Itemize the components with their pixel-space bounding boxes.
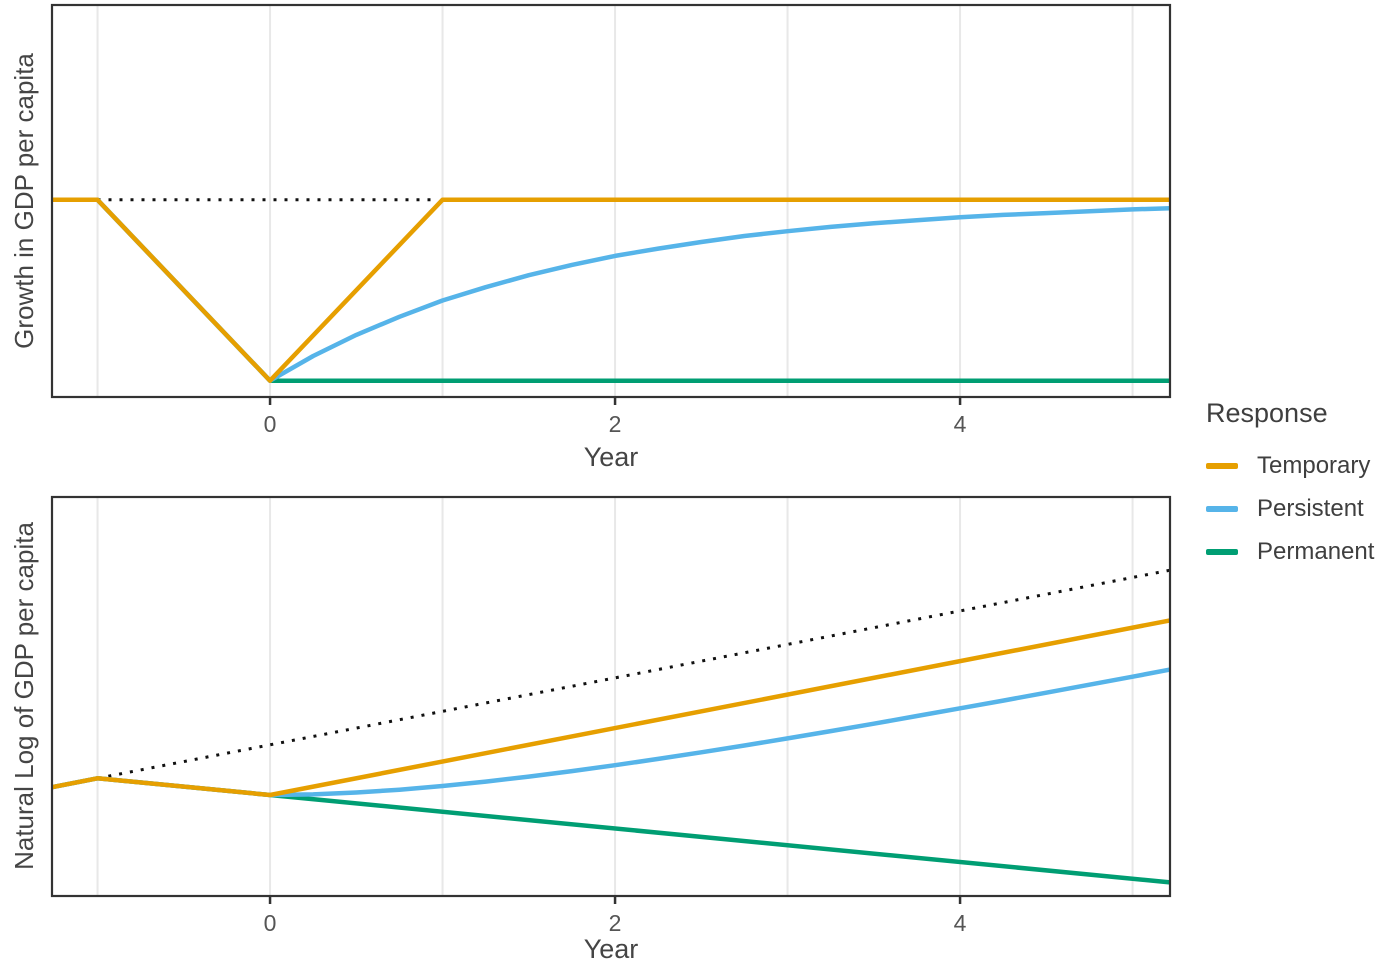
legend-item-persistent: Persistent: [1206, 495, 1374, 522]
legend-item-label: Temporary: [1257, 452, 1371, 479]
legend-item-label: Permanent: [1257, 538, 1375, 565]
permanent-line-swatch-icon: [1206, 549, 1238, 555]
legend-item-temporary: Temporary: [1206, 452, 1374, 479]
series-line-permanent: [51, 776, 1171, 885]
x-axis-label-bottom: Year: [583, 934, 639, 964]
x-tick-label: 4: [954, 411, 967, 437]
series-line-persistent: [51, 667, 1171, 798]
y-axis-label-top: Growth in GDP per capita: [9, 53, 39, 349]
y-axis-label-bottom: Natural Log of GDP per capita: [9, 522, 39, 870]
x-tick-label: 4: [954, 910, 967, 936]
temporary-line-swatch-icon: [1206, 463, 1238, 469]
panel-border: [50, 495, 1172, 898]
persistent-line-swatch-icon: [1206, 506, 1238, 512]
x-tick-label: 2: [609, 411, 622, 437]
x-tick-label: 0: [264, 411, 277, 437]
legend-item-label: Persistent: [1257, 495, 1364, 522]
legend-title: Response: [1206, 398, 1328, 428]
series-line-temporary: [51, 618, 1171, 798]
panel-border: [50, 3, 1172, 399]
x-tick-label: 2: [609, 910, 622, 936]
series-line-counterfactual: [97, 568, 1171, 780]
series-line-temporary: [52, 197, 1170, 383]
legend: Response Temporary Persistent Permanent: [1206, 398, 1374, 582]
series-line-persistent: [52, 197, 1171, 383]
x-tick-label: 0: [264, 910, 277, 936]
legend-item-permanent: Permanent: [1206, 538, 1375, 565]
series-line-permanent: [52, 197, 1170, 383]
x-axis-label-top: Year: [583, 442, 639, 472]
